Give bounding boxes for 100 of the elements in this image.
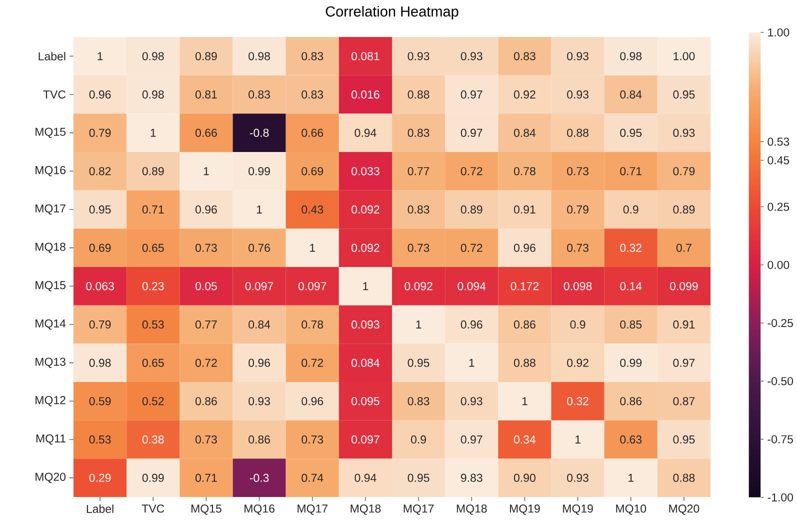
data-label: 0.92 xyxy=(514,90,536,99)
y-tick-label: MQ17 xyxy=(36,204,66,215)
data-label: 0.9 xyxy=(623,205,638,214)
data-label: 0.98 xyxy=(142,52,164,60)
data-label: 0.83 xyxy=(408,128,430,137)
data-label: 0.092 xyxy=(352,244,380,252)
x-tick-label: MQ17 xyxy=(298,504,328,515)
data-label: 0.95 xyxy=(408,474,430,482)
data-label: 1 xyxy=(469,358,474,367)
data-label: -0.3 xyxy=(250,474,269,482)
data-label: 0.95 xyxy=(408,358,430,367)
x-tick-label: MQ15 xyxy=(192,504,222,515)
data-label: 0.98 xyxy=(620,52,642,60)
y-tick-label: MQ14 xyxy=(36,319,66,330)
data-label: 0.77 xyxy=(195,320,217,329)
x-tick-label: MQ20 xyxy=(669,504,700,515)
data-label: 1 xyxy=(628,474,634,482)
data-label: 0.38 xyxy=(142,435,164,444)
y-tick-label: MQ13 xyxy=(36,358,66,368)
data-label: 0.69 xyxy=(302,167,324,176)
data-label: 0.097 xyxy=(352,435,380,444)
data-label: 0.95 xyxy=(673,435,695,444)
x-tick-label: MQ10 xyxy=(616,504,646,515)
data-label: 1.00 xyxy=(674,52,695,60)
data-label: 0.71 xyxy=(195,474,217,482)
data-label: 0.96 xyxy=(514,244,536,252)
data-label: 0.89 xyxy=(460,205,482,214)
data-label: 1 xyxy=(310,244,316,252)
data-label: 0.94 xyxy=(354,128,376,137)
color-bar-label: 0.00 xyxy=(768,260,790,269)
x-tick-label: Label xyxy=(86,504,114,513)
data-label: 0.32 xyxy=(620,244,642,252)
data-label: 0.71 xyxy=(620,167,642,176)
y-tick-label: MQ16 xyxy=(36,166,66,176)
y-tick-label: MQ18 xyxy=(36,242,66,253)
data-label: 0.73 xyxy=(567,244,588,252)
data-label: 0.081 xyxy=(352,52,380,60)
data-label: 0.65 xyxy=(142,358,164,367)
data-label: 0.72 xyxy=(195,358,217,367)
data-label: 0.099 xyxy=(670,282,698,290)
y-tick-label: MQ15 xyxy=(36,128,66,138)
data-label: 0.82 xyxy=(89,167,111,176)
data-label: 0.29 xyxy=(89,474,111,482)
data-label: 0.098 xyxy=(564,282,592,290)
data-label: 1 xyxy=(363,282,368,290)
color-bar-label: -0.25 xyxy=(768,318,793,328)
data-label: 0.016 xyxy=(352,90,380,99)
data-label: 0.87 xyxy=(673,397,695,406)
data-label: 0.095 xyxy=(352,397,380,406)
data-label: 0.90 xyxy=(514,474,536,482)
data-label: 0.98 xyxy=(248,52,270,60)
data-label: 1 xyxy=(416,320,422,328)
data-label: 0.73 xyxy=(567,167,588,176)
data-label: 0.93 xyxy=(460,397,482,406)
data-label: 0.9 xyxy=(570,320,586,329)
data-label: 0.9 xyxy=(411,435,426,444)
data-label: 0.83 xyxy=(408,205,430,214)
data-label: 0.83 xyxy=(248,90,270,99)
data-label: 0.097 xyxy=(245,282,274,290)
data-label: 0.14 xyxy=(620,282,642,290)
data-label: 0.96 xyxy=(460,320,482,329)
color-bar-label: 1.00 xyxy=(768,28,790,36)
data-label: 0.033 xyxy=(352,167,380,176)
data-label: 0.85 xyxy=(620,320,642,329)
data-label: 1 xyxy=(150,128,156,137)
data-label: 0.84 xyxy=(248,320,270,329)
data-label: 0.53 xyxy=(89,435,111,444)
data-label: 0.96 xyxy=(195,205,217,214)
x-tick-label: MQ19 xyxy=(563,504,593,515)
data-label: 0.84 xyxy=(514,128,536,137)
data-label: 0.063 xyxy=(86,282,114,290)
data-label: 0.88 xyxy=(673,474,695,482)
data-label: 0.72 xyxy=(302,358,323,367)
data-label: 0.76 xyxy=(248,244,270,252)
x-tick-label: MQ18 xyxy=(350,504,381,515)
data-label: 0.084 xyxy=(352,358,380,367)
data-label: 0.97 xyxy=(460,435,482,444)
data-label: 0.86 xyxy=(514,320,536,329)
data-label: 0.78 xyxy=(514,167,536,176)
data-label: 0.83 xyxy=(302,90,324,99)
data-label: 1 xyxy=(522,397,528,406)
data-label: 0.05 xyxy=(195,282,217,290)
data-label: 0.094 xyxy=(458,282,486,290)
data-label: 0.97 xyxy=(460,90,482,99)
data-label: 0.43 xyxy=(302,205,324,214)
color-bar-label: 0.53 xyxy=(768,138,790,146)
data-label: 0.97 xyxy=(673,358,695,367)
data-label: 0.93 xyxy=(248,397,270,406)
x-tick-label: MQ19 xyxy=(510,504,540,515)
data-label: 0.79 xyxy=(89,128,111,137)
data-label: 0.99 xyxy=(142,474,164,482)
data-label: 0.88 xyxy=(567,128,588,137)
data-label: 0.83 xyxy=(408,397,430,406)
data-label: 0.65 xyxy=(142,244,164,252)
data-label: 0.66 xyxy=(302,128,324,137)
data-label: 0.89 xyxy=(195,52,217,60)
data-label: 0.63 xyxy=(620,435,642,444)
data-label: 0.172 xyxy=(510,282,539,290)
data-label: 0.93 xyxy=(408,52,430,60)
x-tick-label: TVC xyxy=(142,504,164,513)
